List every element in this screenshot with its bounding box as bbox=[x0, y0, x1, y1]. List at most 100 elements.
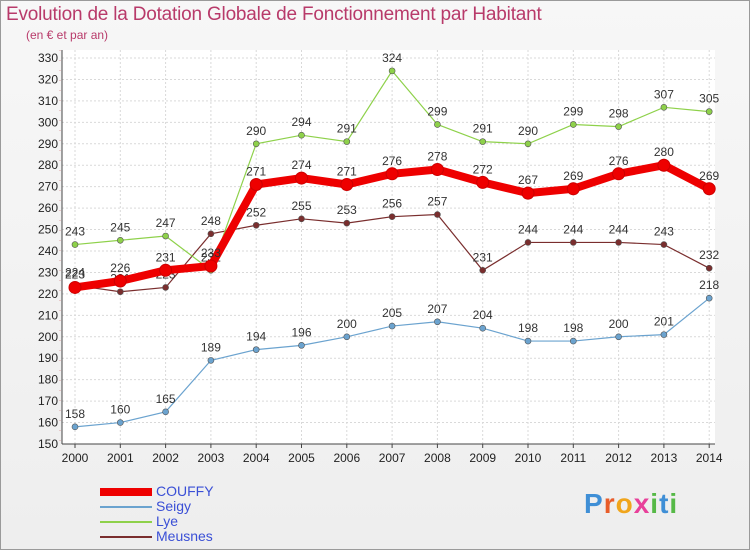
data-point-seigy bbox=[162, 408, 169, 416]
data-label-couffy: 267 bbox=[518, 173, 538, 187]
data-point-lye bbox=[388, 67, 396, 75]
proxiti-logo: Proxiti bbox=[584, 488, 678, 520]
y-tick-label: 170 bbox=[38, 394, 58, 408]
data-label-couffy: 274 bbox=[291, 158, 311, 172]
data-point-seigy bbox=[343, 333, 351, 341]
data-label-couffy: 269 bbox=[563, 169, 583, 183]
data-point-lye bbox=[524, 140, 532, 148]
x-tick-label: 2005 bbox=[288, 451, 315, 465]
data-label-couffy: 231 bbox=[156, 250, 176, 264]
data-label-meusnes: 253 bbox=[337, 203, 357, 217]
data-label-seigy: 196 bbox=[291, 325, 311, 339]
data-label-seigy: 189 bbox=[201, 340, 221, 354]
data-point-seigy bbox=[479, 324, 487, 332]
data-point-lye bbox=[615, 123, 622, 130]
data-point-lye bbox=[252, 140, 260, 148]
legend-label: COUFFY bbox=[156, 483, 214, 499]
data-point-couffy bbox=[340, 178, 354, 192]
x-tick-label: 2000 bbox=[62, 451, 89, 465]
logo-letter: r bbox=[603, 488, 616, 519]
x-tick-label: 2010 bbox=[515, 451, 542, 465]
y-tick-label: 230 bbox=[38, 265, 58, 279]
y-tick-label: 330 bbox=[38, 51, 58, 65]
data-point-seigy bbox=[569, 337, 577, 345]
x-tick-label: 2009 bbox=[469, 451, 496, 465]
data-point-couffy bbox=[702, 182, 716, 196]
y-tick-label: 210 bbox=[38, 308, 58, 322]
data-point-couffy bbox=[295, 171, 308, 185]
y-tick-label: 160 bbox=[38, 416, 58, 430]
data-point-seigy bbox=[705, 294, 713, 302]
y-tick-label: 180 bbox=[38, 373, 58, 387]
data-point-seigy bbox=[388, 322, 396, 330]
data-point-couffy bbox=[657, 158, 671, 172]
x-tick-label: 2014 bbox=[696, 451, 723, 465]
data-label-seigy: 218 bbox=[699, 278, 719, 292]
data-label-lye: 245 bbox=[110, 220, 130, 234]
data-point-meusnes bbox=[434, 211, 441, 218]
data-label-seigy: 201 bbox=[654, 315, 674, 329]
data-point-couffy bbox=[566, 182, 580, 196]
data-label-lye: 307 bbox=[654, 87, 674, 101]
legend-swatch bbox=[100, 536, 152, 538]
logo-letter: t bbox=[659, 488, 670, 519]
data-label-meusnes: 232 bbox=[699, 248, 719, 262]
data-label-seigy: 200 bbox=[337, 317, 357, 331]
data-label-lye: 298 bbox=[609, 107, 629, 121]
data-label-seigy: 160 bbox=[110, 403, 130, 417]
x-tick-label: 2003 bbox=[198, 451, 225, 465]
data-point-couffy bbox=[159, 263, 173, 277]
y-tick-label: 310 bbox=[38, 94, 58, 108]
data-label-meusnes: 243 bbox=[654, 225, 674, 239]
data-point-lye bbox=[434, 121, 441, 128]
data-label-couffy: 276 bbox=[609, 154, 629, 168]
y-tick-label: 270 bbox=[38, 180, 58, 194]
data-label-lye: 294 bbox=[291, 115, 311, 129]
data-point-seigy bbox=[615, 333, 622, 341]
data-label-meusnes: 252 bbox=[246, 205, 266, 219]
data-label-couffy: 233 bbox=[201, 246, 221, 260]
data-point-lye bbox=[71, 241, 79, 248]
y-tick-label: 260 bbox=[38, 201, 58, 215]
data-point-couffy bbox=[113, 274, 127, 288]
data-label-couffy: 269 bbox=[699, 169, 719, 183]
data-point-lye bbox=[298, 131, 305, 139]
data-point-seigy bbox=[71, 423, 79, 431]
data-point-seigy bbox=[660, 331, 668, 338]
x-tick-label: 2012 bbox=[605, 451, 632, 465]
logo-letter: x bbox=[633, 488, 651, 519]
data-point-meusnes bbox=[162, 284, 169, 291]
data-point-couffy bbox=[430, 163, 444, 177]
data-label-lye: 290 bbox=[246, 124, 266, 138]
data-label-seigy: 200 bbox=[609, 317, 629, 331]
chart-title: Evolution de la Dotation Globale de Fonc… bbox=[6, 4, 542, 25]
data-label-meusnes: 255 bbox=[291, 199, 311, 213]
y-tick-label: 200 bbox=[38, 330, 58, 344]
data-label-seigy: 158 bbox=[65, 407, 85, 421]
data-point-meusnes bbox=[479, 266, 487, 274]
data-point-couffy bbox=[68, 280, 82, 294]
data-point-couffy bbox=[476, 175, 490, 189]
data-point-lye bbox=[162, 232, 169, 240]
data-label-meusnes: 244 bbox=[609, 222, 629, 236]
data-label-meusnes: 231 bbox=[473, 250, 493, 264]
data-point-couffy bbox=[521, 186, 535, 200]
data-label-couffy: 271 bbox=[337, 165, 357, 179]
data-label-couffy: 272 bbox=[473, 162, 493, 176]
y-tick-label: 220 bbox=[38, 287, 58, 301]
data-point-seigy bbox=[524, 337, 532, 345]
data-point-lye bbox=[705, 108, 713, 115]
data-label-lye: 299 bbox=[427, 104, 447, 118]
x-tick-label: 2007 bbox=[379, 451, 406, 465]
data-label-seigy: 205 bbox=[382, 306, 402, 320]
data-label-meusnes: 224 bbox=[65, 265, 85, 279]
x-tick-label: 2008 bbox=[424, 451, 451, 465]
y-tick-label: 320 bbox=[38, 72, 58, 86]
data-point-meusnes bbox=[660, 241, 668, 248]
data-point-couffy bbox=[612, 167, 626, 181]
logo-letter: o bbox=[615, 488, 634, 519]
legend-label: Lye bbox=[156, 513, 179, 529]
x-tick-label: 2002 bbox=[152, 451, 179, 465]
x-tick-label: 2004 bbox=[243, 451, 270, 465]
